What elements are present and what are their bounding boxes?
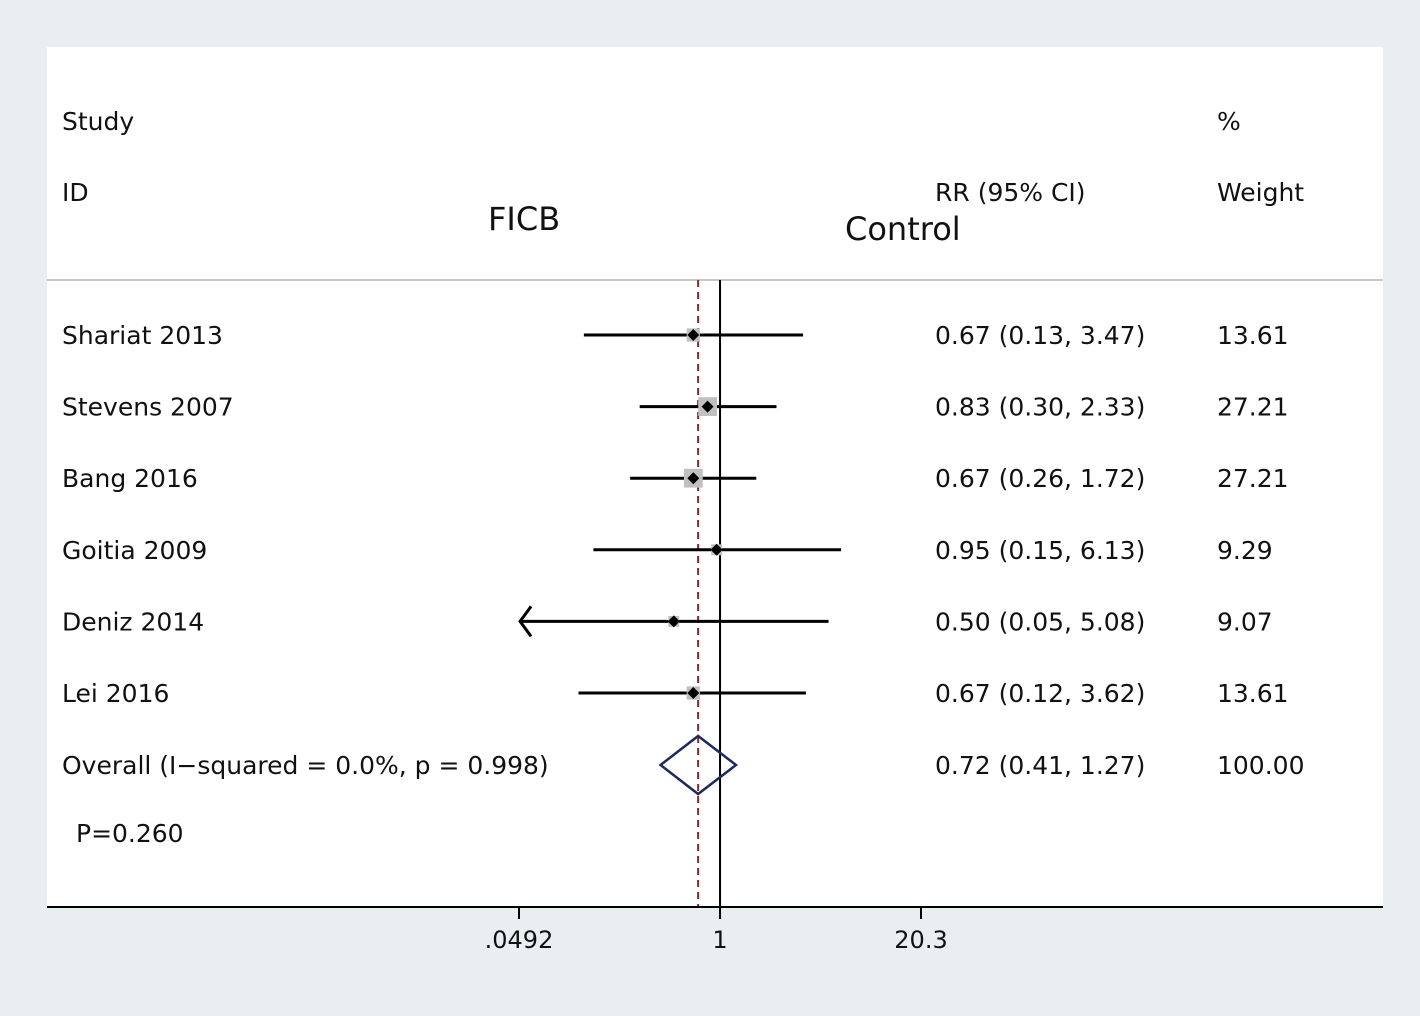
study-rr-ci: 0.67 (0.13, 3.47) <box>935 321 1145 350</box>
study-id: Deniz 2014 <box>62 607 204 636</box>
study-rr-ci: 0.67 (0.12, 3.62) <box>935 679 1145 708</box>
header-percent: % <box>1217 107 1241 136</box>
x-tick-label: .0492 <box>485 926 554 954</box>
point-estimate <box>710 543 723 556</box>
favours-control-label: Control <box>845 210 961 248</box>
study-id: Goitia 2009 <box>62 536 207 565</box>
header-weight: Weight <box>1217 178 1304 207</box>
point-estimate <box>687 472 700 485</box>
study-weight: 13.61 <box>1217 321 1289 350</box>
plot-marks <box>518 280 842 907</box>
study-weight: 27.21 <box>1217 464 1289 493</box>
study-id: Shariat 2013 <box>62 321 223 350</box>
header-study: Study <box>62 107 134 136</box>
header-id: ID <box>62 178 89 207</box>
study-weight: 9.29 <box>1217 536 1273 565</box>
ci-arrow <box>518 605 533 638</box>
overall-rr-ci: 0.72 (0.41, 1.27) <box>935 751 1145 780</box>
study-rr-ci: 0.83 (0.30, 2.33) <box>935 393 1145 422</box>
overall-diamond <box>658 734 739 796</box>
point-estimate <box>667 615 680 628</box>
study-weight: 13.61 <box>1217 679 1289 708</box>
favours-ficb-label: FICB <box>488 200 560 238</box>
study-id: Stevens 2007 <box>62 393 234 422</box>
x-tick-label: 1 <box>712 926 727 954</box>
study-id: Lei 2016 <box>62 679 169 708</box>
study-rr-ci: 0.67 (0.26, 1.72) <box>935 464 1145 493</box>
study-weight: 27.21 <box>1217 393 1289 422</box>
study-rr-ci: 0.50 (0.05, 5.08) <box>935 607 1145 636</box>
point-estimate <box>701 400 714 413</box>
header-rr-ci: RR (95% CI) <box>935 178 1086 207</box>
overall-label: Overall (I−squared = 0.0%, p = 0.998) <box>62 751 549 780</box>
x-tick-label: 20.3 <box>894 926 947 954</box>
row-texts: Shariat 2013 0.67 (0.13, 3.47) 13.61 Steven… <box>62 321 1289 708</box>
point-estimate <box>687 329 700 341</box>
study-weight: 9.07 <box>1217 607 1273 636</box>
overall-weight: 100.00 <box>1217 751 1304 780</box>
x-axis-ticks: .0492 1 20.3 <box>485 907 948 954</box>
p-value: P=0.260 <box>76 819 184 848</box>
study-rr-ci: 0.95 (0.15, 6.13) <box>935 536 1145 565</box>
point-estimate <box>687 687 700 699</box>
study-id: Bang 2016 <box>62 464 198 493</box>
